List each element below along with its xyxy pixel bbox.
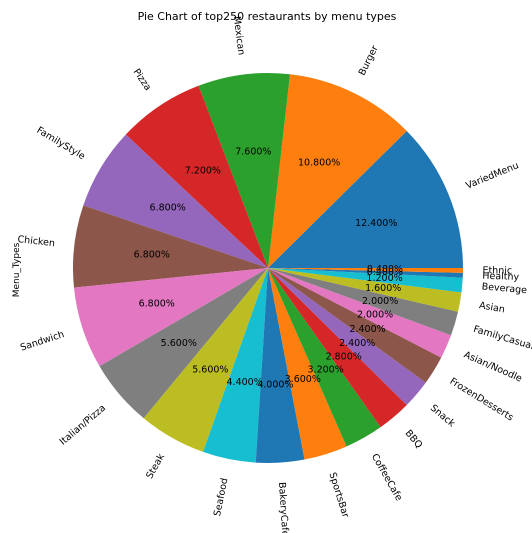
category-label-frozendesserts: FrozenDesserts <box>448 376 516 424</box>
pie-slice-healthy <box>268 268 463 278</box>
percent-label-bbq: 2.800% <box>326 352 362 363</box>
percent-label-sportsbar: 3.600% <box>285 374 321 385</box>
category-label-sandwich: Sandwich <box>19 329 66 354</box>
percent-label-healthy: 0.400% <box>367 267 403 278</box>
category-label-coffeecafe: CoffeeCafe <box>369 452 404 503</box>
percent-label-mexican: 7.600% <box>235 146 271 157</box>
category-label-pizza: Pizza <box>131 67 153 93</box>
category-label-bbq: BBQ <box>403 428 425 451</box>
percent-label-steak: 5.600% <box>192 364 228 375</box>
pie-slice-sportsbar <box>268 268 347 460</box>
pie-slice-seafood <box>203 268 268 463</box>
category-label-familycasual: FamilyCasual <box>472 324 532 352</box>
percent-label-seafood: 4.400% <box>227 377 263 388</box>
pie-slice-familystyle <box>83 134 269 268</box>
pie-slice-pizza <box>125 85 268 269</box>
category-label-ethnic: Ethnic <box>482 265 512 276</box>
percent-label-chicken: 6.800% <box>134 249 170 260</box>
pie-slice-sandwich <box>73 268 268 367</box>
category-label-bakerycafe: BakeryCafe <box>276 482 290 533</box>
percent-label-italian-pizza: 5.600% <box>161 338 197 349</box>
category-label-snack: Snack <box>428 403 457 430</box>
percent-label-familystyle: 6.800% <box>150 202 186 213</box>
category-label-healthy: Healthy <box>482 271 520 283</box>
percent-label-burger: 10.800% <box>298 157 340 168</box>
y-axis-label: Menu_Types <box>12 242 22 297</box>
pie-slice-burger <box>268 74 407 269</box>
category-label-italian-pizza: Italian/Pizza <box>58 403 108 448</box>
pie-slice-asian <box>268 268 462 312</box>
pie-slices <box>73 73 463 463</box>
pie-slice-ethnic <box>268 268 463 273</box>
pie-slice-beverage <box>268 268 463 293</box>
percent-label-asian: 1.600% <box>365 283 401 294</box>
pie-slice-bakerycafe <box>255 268 305 463</box>
percent-label-coffeecafe: 3.200% <box>308 364 344 375</box>
pie-slice-steak <box>143 268 268 452</box>
chart-title: Pie Chart of top250 restaurants by menu … <box>138 10 397 23</box>
category-label-steak: Steak <box>144 452 167 481</box>
pie-slice-familycasual <box>268 268 459 336</box>
category-label-sportsbar: SportsBar <box>326 471 350 519</box>
category-label-familystyle: FamilyStyle <box>35 125 87 163</box>
category-label-beverage: Beverage <box>481 281 527 296</box>
category-label-chicken: Chicken <box>17 234 56 249</box>
percent-label-sandwich: 6.800% <box>139 299 175 310</box>
percent-label-pizza: 7.200% <box>185 165 221 176</box>
pie-slice-mexican <box>198 73 291 269</box>
pie-slice-asian-noodle <box>268 268 452 358</box>
category-label-seafood: Seafood <box>212 477 231 517</box>
category-label-mexican: Mexican <box>231 16 247 56</box>
pie-slice-chicken <box>73 205 269 288</box>
category-label-asian-noodle: Asian/Noodle <box>462 349 524 384</box>
pie-slice-coffeecafe <box>268 268 381 447</box>
percent-label-snack: 2.400% <box>339 338 375 349</box>
category-label-variedmenu: VariedMenu <box>464 160 520 191</box>
percent-label-ethnic: 0.400% <box>367 264 403 275</box>
pie-slice-frozendesserts <box>268 268 442 383</box>
percent-label-asian-noodle: 2.000% <box>357 310 393 321</box>
pie-slice-snack <box>268 268 426 406</box>
pie-slice-variedmenu <box>268 130 463 268</box>
category-label-asian: Asian <box>478 300 505 315</box>
percent-label-bakerycafe: 4.000% <box>257 379 293 390</box>
percent-label-familycasual: 2.000% <box>362 296 398 307</box>
percent-labels: 12.400% 10.800% 7.600% 7.200% 6.800% 6.800% 6.… <box>134 146 403 390</box>
percent-label-beverage: 1.200% <box>366 273 402 284</box>
pie-slice-italian-pizza <box>99 268 268 419</box>
percent-label-variedmenu: 12.400% <box>355 218 397 229</box>
pie-slice-bbq <box>268 268 407 428</box>
percent-label-frozendesserts: 2.400% <box>349 324 385 335</box>
category-label-burger: Burger <box>357 44 381 78</box>
